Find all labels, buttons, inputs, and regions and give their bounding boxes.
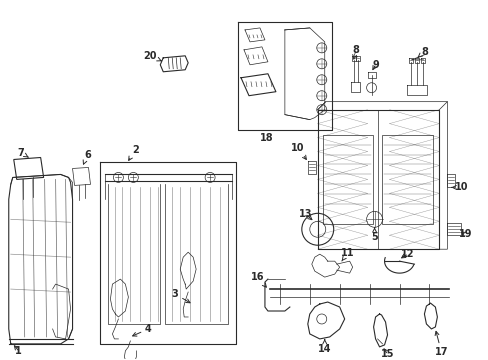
Text: 16: 16 xyxy=(251,272,266,287)
Text: 9: 9 xyxy=(371,60,378,70)
Text: 6: 6 xyxy=(83,149,91,164)
Text: 7: 7 xyxy=(17,148,28,158)
Bar xyxy=(322,135,372,224)
Text: 15: 15 xyxy=(380,349,393,359)
Text: 14: 14 xyxy=(317,339,331,354)
Text: 20: 20 xyxy=(143,51,161,61)
Text: 10: 10 xyxy=(290,143,305,159)
Text: 3: 3 xyxy=(171,289,190,303)
Text: 8: 8 xyxy=(351,45,358,59)
Text: 12: 12 xyxy=(400,249,413,259)
Text: 8: 8 xyxy=(417,47,427,57)
Text: 18: 18 xyxy=(260,132,273,143)
Text: 1: 1 xyxy=(14,346,22,356)
Bar xyxy=(381,135,432,224)
Text: 10: 10 xyxy=(451,183,467,192)
Text: 19: 19 xyxy=(458,229,471,239)
Text: 4: 4 xyxy=(132,324,151,336)
Text: 17: 17 xyxy=(434,331,447,357)
Text: 5: 5 xyxy=(370,228,377,242)
Text: 11: 11 xyxy=(340,248,354,261)
Text: 13: 13 xyxy=(299,209,312,220)
Text: 2: 2 xyxy=(128,144,139,160)
